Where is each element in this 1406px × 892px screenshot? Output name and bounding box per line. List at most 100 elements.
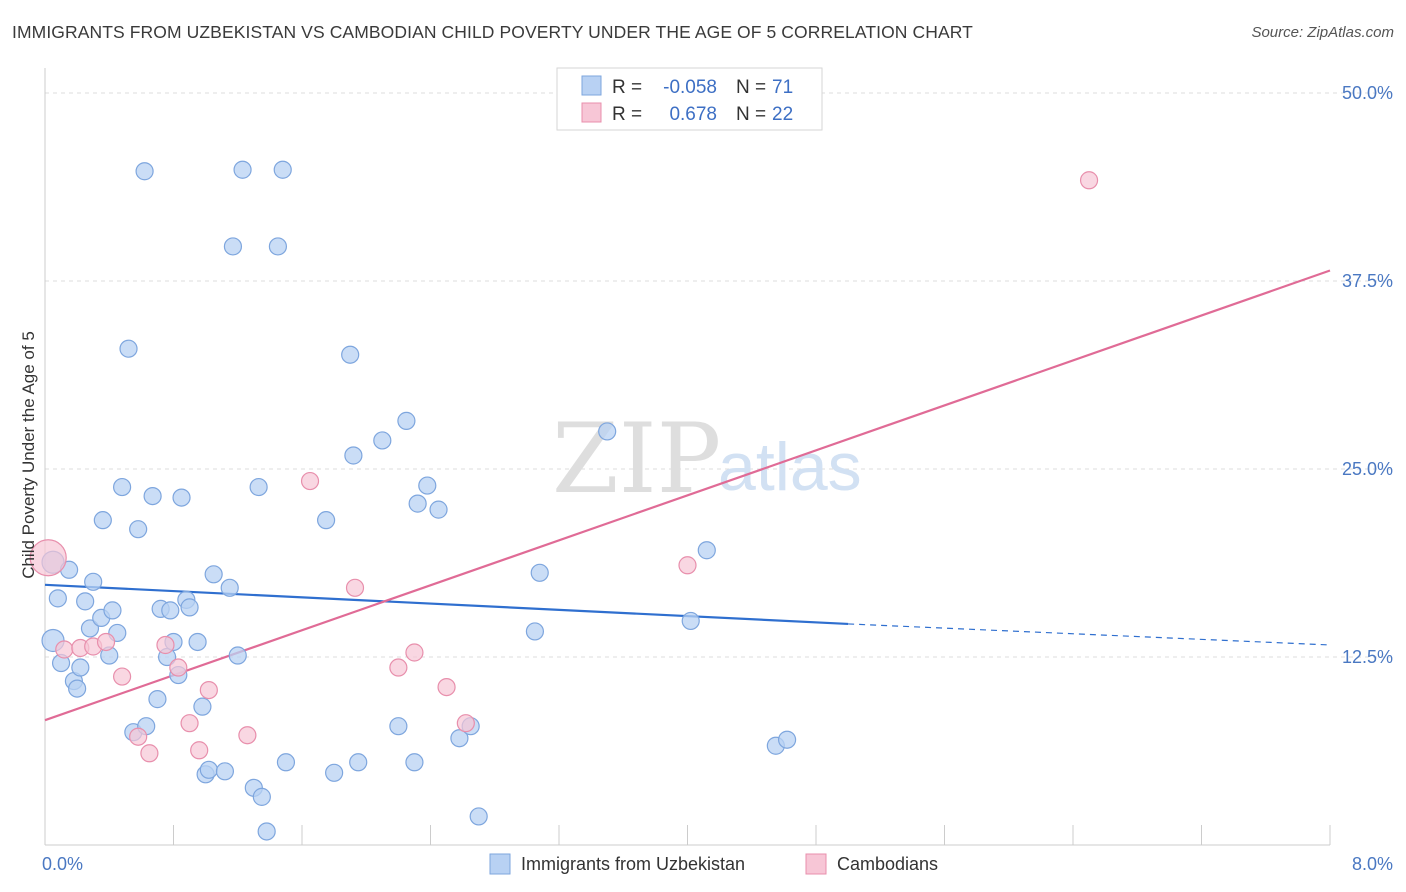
point-uzbekistan-45 — [257, 822, 276, 841]
point-cambodians-6 — [129, 727, 148, 746]
legend-n-value-1: 71 — [772, 77, 793, 98]
watermark-atlas: atlas — [718, 429, 862, 505]
point-uzbekistan-50 — [325, 763, 344, 782]
point-uzbekistan-59 — [418, 476, 437, 495]
legend-n-label-2: N = — [736, 104, 766, 125]
point-uzbekistan-23 — [148, 690, 167, 709]
point-uzbekistan-57 — [405, 753, 424, 772]
point-uzbekistan-68 — [697, 541, 716, 560]
point-uzbekistan-32 — [188, 632, 207, 652]
point-cambodians-18 — [437, 677, 456, 697]
x-tick-label-0: 0.0% — [42, 854, 83, 874]
data-points — [29, 160, 1099, 841]
point-uzbekistan-31 — [180, 598, 199, 617]
y-tick-label-1: 25.0% — [1342, 459, 1393, 479]
point-uzbekistan-43 — [249, 477, 268, 497]
y-tick-label-2: 37.5% — [1342, 271, 1393, 291]
point-cambodians-8 — [156, 635, 175, 655]
trend-line-uzbekistan-extension — [848, 623, 1331, 646]
point-uzbekistan-35 — [199, 760, 218, 779]
point-uzbekistan-56 — [397, 411, 416, 430]
point-uzbekistan-29 — [172, 488, 191, 507]
point-uzbekistan-70 — [777, 730, 797, 749]
point-cambodians-11 — [190, 741, 209, 760]
tick-labels: 12.5% 25.0% 37.5% 50.0% 0.0% 8.0% — [42, 83, 1393, 874]
point-uzbekistan-44 — [252, 787, 271, 806]
point-uzbekistan-40 — [228, 646, 247, 665]
point-uzbekistan-64 — [525, 622, 545, 641]
y-axis-label: Child Poverty Under the Age of 5 — [19, 331, 38, 579]
legend-n-value-2: 22 — [772, 104, 793, 125]
point-uzbekistan-22 — [143, 486, 162, 506]
point-uzbekistan-53 — [349, 753, 368, 772]
watermark: ZIP atlas — [552, 403, 862, 515]
point-uzbekistan-12 — [93, 511, 112, 530]
point-uzbekistan-9 — [80, 619, 100, 638]
trend-line-uzbekistan — [44, 583, 849, 626]
point-cambodians-19 — [456, 714, 475, 733]
point-uzbekistan-47 — [273, 160, 292, 179]
point-uzbekistan-14 — [103, 601, 122, 620]
point-uzbekistan-65 — [530, 563, 549, 582]
legend-r-value-2: 0.678 — [669, 104, 717, 125]
point-uzbekistan-7 — [71, 658, 90, 677]
point-uzbekistan-61 — [450, 729, 469, 748]
point-uzbekistan-52 — [344, 446, 363, 465]
point-cambodians-20 — [678, 556, 697, 575]
trend-lines — [44, 269, 1331, 722]
point-uzbekistan-26 — [161, 601, 180, 620]
point-uzbekistan-49 — [316, 511, 336, 530]
point-uzbekistan-20 — [135, 162, 154, 181]
chart-title: IMMIGRANTS FROM UZBEKISTAN VS CAMBODIAN … — [12, 22, 973, 42]
series-legend-swatch-uzbekistan — [489, 853, 511, 875]
series-legend: Immigrants from Uzbekistan Cambodians — [489, 853, 938, 875]
point-cambodians-13 — [238, 726, 257, 745]
x-tick-label-1: 8.0% — [1352, 854, 1393, 874]
point-cambodians-10 — [180, 714, 199, 733]
point-uzbekistan-41 — [233, 160, 252, 179]
point-cambodians-1 — [55, 640, 74, 659]
series-legend-label-uzbekistan: Immigrants from Uzbekistan — [521, 854, 745, 874]
point-cambodians-14 — [300, 471, 320, 491]
point-uzbekistan-39 — [223, 237, 243, 256]
point-cambodians-16 — [389, 658, 408, 677]
point-uzbekistan-37 — [215, 762, 234, 781]
trend-line-cambodians — [44, 269, 1331, 722]
point-uzbekistan-63 — [469, 807, 488, 826]
point-cambodians-5 — [112, 667, 132, 686]
legend-r-value-1: -0.058 — [663, 77, 717, 98]
point-uzbekistan-33 — [193, 697, 212, 716]
point-uzbekistan-2 — [48, 589, 67, 608]
point-uzbekistan-38 — [220, 578, 239, 597]
legend-swatch-blue — [581, 75, 602, 96]
point-cambodians-0 — [29, 539, 67, 577]
series-legend-swatch-cambodians — [805, 853, 827, 875]
point-uzbekistan-46 — [268, 237, 288, 256]
point-cambodians-7 — [140, 744, 159, 763]
point-cambodians-17 — [405, 643, 424, 662]
point-uzbekistan-19 — [129, 520, 148, 539]
point-uzbekistan-10 — [84, 572, 103, 591]
point-cambodians-9 — [169, 658, 188, 677]
stats-legend: R = -0.058 N = 71 R = 0.678 N = 22 — [556, 67, 823, 131]
series-legend-label-cambodians: Cambodians — [837, 854, 938, 874]
watermark-zip: ZIP — [552, 403, 721, 515]
legend-r-label-1: R = — [612, 77, 642, 98]
point-uzbekistan-66 — [598, 422, 617, 441]
point-uzbekistan-58 — [408, 494, 427, 513]
point-cambodians-15 — [345, 578, 365, 597]
legend-n-label-1: N = — [736, 77, 766, 98]
point-uzbekistan-8 — [76, 592, 95, 611]
y-tick-label-3: 50.0% — [1342, 83, 1393, 103]
source-label: Source: ZipAtlas.com — [1251, 24, 1394, 41]
point-uzbekistan-55 — [389, 717, 408, 736]
legend-swatch-pink — [581, 102, 602, 123]
point-cambodians-12 — [199, 680, 218, 700]
point-uzbekistan-54 — [373, 431, 392, 450]
y-tick-label-0: 12.5% — [1342, 647, 1393, 667]
point-uzbekistan-67 — [681, 611, 700, 631]
point-uzbekistan-60 — [429, 500, 448, 519]
point-uzbekistan-6 — [68, 679, 87, 698]
point-cambodians-4 — [96, 632, 116, 652]
